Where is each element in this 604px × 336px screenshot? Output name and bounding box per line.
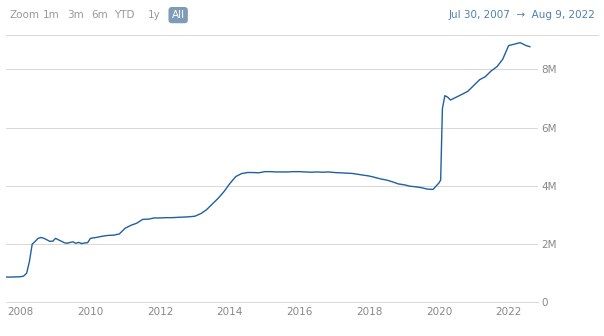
Text: Zoom: Zoom: [9, 10, 39, 20]
Text: Jul 30, 2007  →  Aug 9, 2022: Jul 30, 2007 → Aug 9, 2022: [448, 10, 595, 20]
Text: 1m: 1m: [43, 10, 60, 20]
Text: All: All: [172, 10, 185, 20]
Text: YTD: YTD: [114, 10, 134, 20]
Text: 6m: 6m: [91, 10, 108, 20]
Text: 1y: 1y: [147, 10, 161, 20]
Text: 3m: 3m: [67, 10, 84, 20]
